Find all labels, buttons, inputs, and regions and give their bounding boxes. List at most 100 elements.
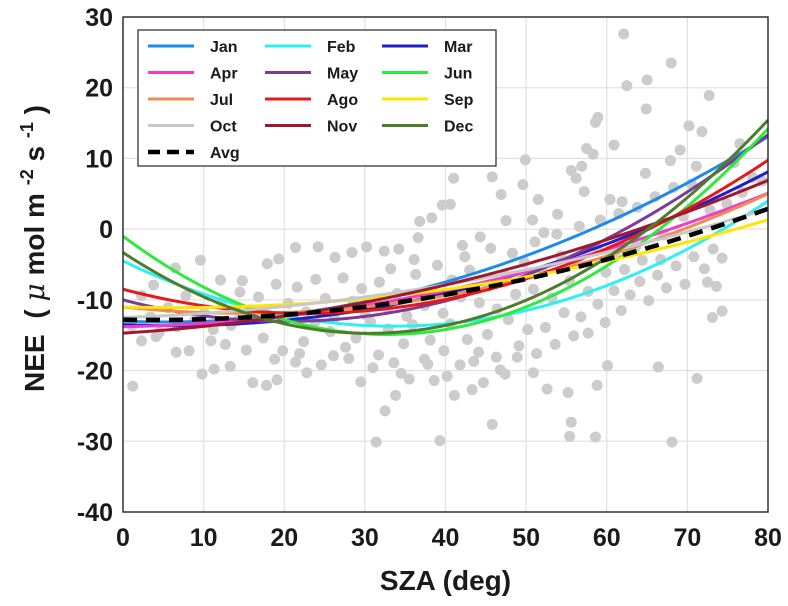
data-point xyxy=(527,283,539,295)
data-point xyxy=(500,215,512,227)
x-tick-label: 0 xyxy=(116,524,130,552)
y-axis-label-sup1: -2 xyxy=(17,169,37,185)
data-point xyxy=(522,324,534,336)
data-point xyxy=(337,272,349,284)
data-point xyxy=(592,298,604,310)
data-point xyxy=(486,418,498,430)
data-point xyxy=(634,275,646,287)
data-point xyxy=(127,380,139,392)
data-point xyxy=(643,295,655,307)
data-point xyxy=(549,338,561,350)
legend-label-mar: Mar xyxy=(444,39,472,56)
legend-label-ago: Ago xyxy=(327,92,358,109)
data-point xyxy=(395,367,407,379)
y-axis-label-main: NEE xyxy=(19,334,50,392)
data-point xyxy=(271,374,283,386)
data-point xyxy=(136,335,148,347)
y-axis-label: NEE ( μ mol m -2 s -1 ) xyxy=(8,105,51,392)
x-axis-label: SZA (deg) xyxy=(380,565,511,596)
data-point xyxy=(582,327,594,339)
data-point xyxy=(367,362,379,374)
data-point xyxy=(234,286,246,298)
data-point xyxy=(434,435,446,447)
data-point xyxy=(315,359,327,371)
y-tick-label: -10 xyxy=(77,287,113,315)
data-point xyxy=(170,346,182,358)
data-point xyxy=(706,312,718,324)
data-point xyxy=(444,198,456,210)
data-point xyxy=(679,278,691,290)
legend-label-nov: Nov xyxy=(327,119,357,136)
data-point xyxy=(294,348,306,360)
data-point xyxy=(459,251,471,263)
data-point xyxy=(466,384,478,396)
data-point xyxy=(702,276,714,288)
data-point xyxy=(301,367,313,379)
data-point xyxy=(441,370,453,382)
data-point xyxy=(688,251,700,263)
data-point xyxy=(510,288,522,300)
data-point xyxy=(570,172,582,184)
data-point xyxy=(393,243,405,255)
data-point xyxy=(346,246,358,258)
data-point xyxy=(698,263,710,275)
data-point xyxy=(350,332,362,344)
data-point xyxy=(589,431,601,443)
data-point xyxy=(153,326,165,338)
plot-frame xyxy=(122,16,769,513)
series-line-dec xyxy=(122,119,770,335)
legend-label-jun: Jun xyxy=(444,66,472,83)
data-point xyxy=(710,280,722,292)
data-point xyxy=(639,167,651,179)
data-point xyxy=(298,336,310,348)
data-point xyxy=(599,316,611,328)
data-point xyxy=(652,269,664,281)
data-point xyxy=(576,160,588,172)
data-point xyxy=(618,263,630,275)
data-point xyxy=(716,305,728,317)
legend-label-oct: Oct xyxy=(210,119,237,136)
data-point xyxy=(707,243,719,255)
series-line-nov xyxy=(122,178,769,335)
data-point xyxy=(343,353,355,365)
data-point xyxy=(494,364,506,376)
y-tick-label: -30 xyxy=(77,428,113,456)
legend-label-apr: Apr xyxy=(210,66,238,83)
legend-label-may: May xyxy=(327,66,358,83)
data-point xyxy=(454,359,466,371)
data-point xyxy=(562,386,574,398)
data-point xyxy=(373,349,385,361)
data-point xyxy=(641,74,653,86)
data-point xyxy=(527,214,539,226)
data-point xyxy=(551,228,563,240)
data-point xyxy=(183,345,195,357)
data-point xyxy=(511,351,523,363)
data-point xyxy=(448,389,460,401)
data-point xyxy=(437,307,449,319)
data-point xyxy=(408,254,420,266)
data-point xyxy=(531,348,543,360)
data-point xyxy=(481,329,493,341)
data-point xyxy=(660,282,672,294)
data-point xyxy=(683,120,695,132)
x-tick-label: 60 xyxy=(593,524,621,552)
y-tick-label: 20 xyxy=(85,75,113,103)
data-point xyxy=(426,212,438,224)
data-point xyxy=(477,377,489,389)
data-point xyxy=(436,199,448,211)
data-point xyxy=(401,310,413,322)
data-point xyxy=(373,276,385,288)
data-point xyxy=(640,103,652,115)
data-point xyxy=(290,242,302,254)
data-point xyxy=(422,358,434,370)
series-line-avg xyxy=(122,206,769,323)
data-point xyxy=(269,353,281,365)
data-point xyxy=(291,281,303,293)
data-point xyxy=(539,321,551,333)
data-point xyxy=(431,259,443,271)
data-point xyxy=(270,278,282,290)
data-point xyxy=(691,372,703,384)
data-point xyxy=(473,297,485,309)
data-point xyxy=(461,333,473,345)
